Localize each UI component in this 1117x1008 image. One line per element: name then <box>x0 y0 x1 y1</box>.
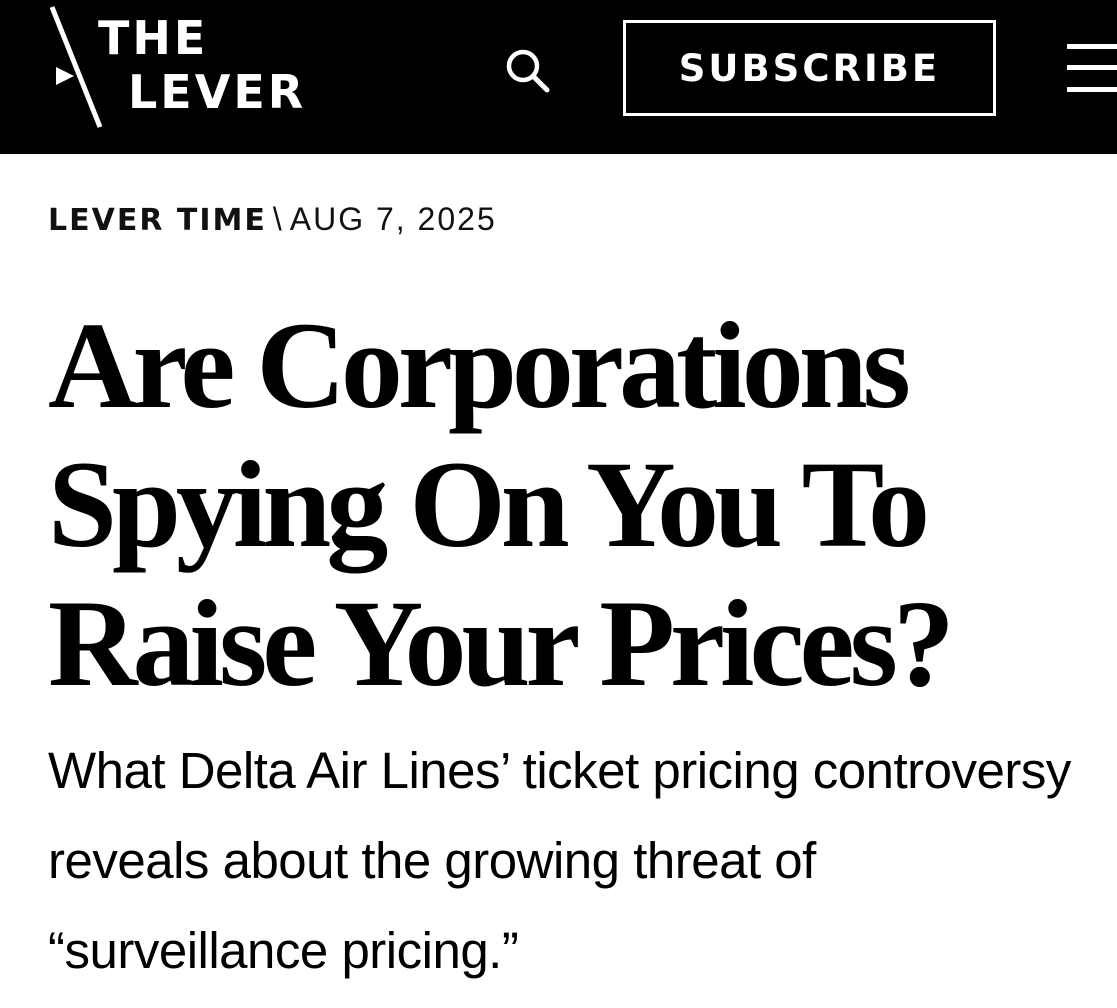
lever-slash-logo-icon <box>49 6 103 128</box>
search-button[interactable] <box>503 46 553 96</box>
publish-date: AUG 7, 2025 <box>289 201 497 237</box>
article-dek: What Delta Air Lines’ ticket pricing con… <box>48 742 1071 979</box>
logo-text-lever: LEVER <box>128 65 307 119</box>
subscribe-button[interactable]: SUBSCRIBE <box>623 20 996 116</box>
menu-bar <box>1067 44 1117 49</box>
article-headline: Are Corporations Spying On You To Raise … <box>48 297 955 712</box>
menu-bar <box>1067 87 1117 92</box>
article-meta: LEVER TIME \ AUG 7, 2025 <box>48 200 497 240</box>
site-logo[interactable]: THE LEVER <box>48 5 348 130</box>
search-icon <box>506 49 550 93</box>
site-header: THE LEVER SUBSCRIBE <box>0 0 1117 154</box>
menu-bar <box>1067 65 1117 70</box>
meta-separator: \ <box>272 201 284 237</box>
hamburger-menu-icon[interactable] <box>1067 44 1117 96</box>
section-link[interactable]: LEVER TIME <box>48 203 267 238</box>
logo-text-the: THE <box>98 11 209 65</box>
